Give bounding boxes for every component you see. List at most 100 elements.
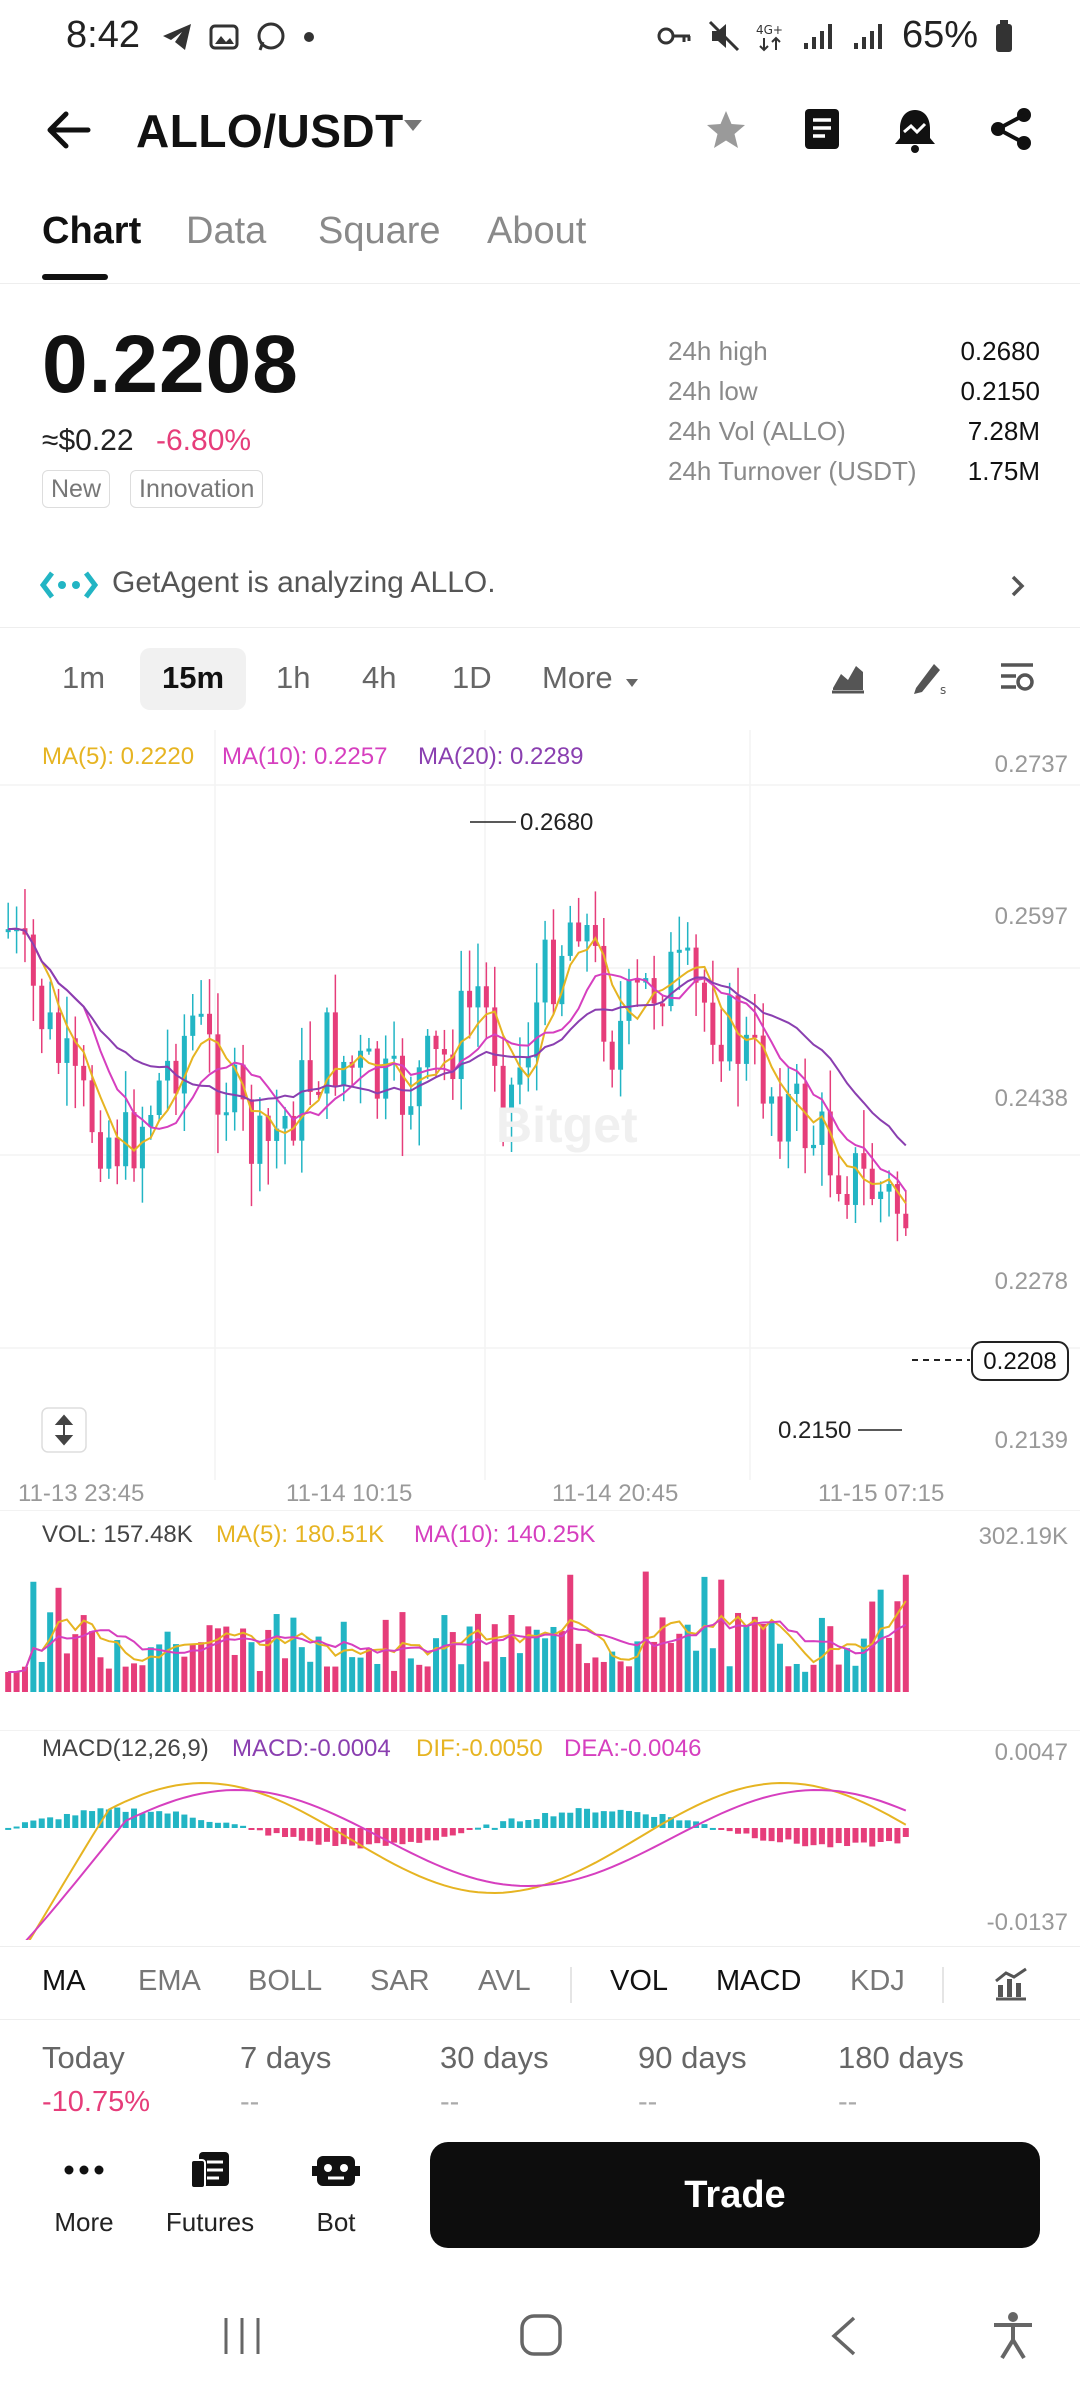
recent-apps-icon[interactable] <box>220 2314 264 2358</box>
volume-bar <box>248 1642 255 1692</box>
futures-icon <box>190 2152 229 2189</box>
star-icon[interactable] <box>704 108 748 152</box>
perf-label: 30 days <box>440 2040 549 2075</box>
accessibility-icon[interactable] <box>990 2310 1036 2360</box>
chart-settings-icon[interactable] <box>998 660 1036 694</box>
share-icon[interactable] <box>988 106 1034 152</box>
chart-type-icon[interactable] <box>830 660 866 694</box>
volume-bar <box>877 1589 884 1692</box>
volume-bar <box>365 1648 372 1692</box>
timeframe-1h[interactable]: 1h <box>276 660 311 695</box>
usd-equivalent: ≈$0.22 <box>42 424 134 457</box>
tag-innovation: Innovation <box>130 470 264 508</box>
candle <box>475 943 481 1047</box>
candle <box>332 974 338 1096</box>
candle <box>391 1021 397 1081</box>
futures-button[interactable]: Futures <box>150 2148 270 2238</box>
indicator-ema[interactable]: EMA <box>138 1965 201 1997</box>
macd-top-label: 0.0047 <box>995 1739 1068 1766</box>
vertical-arrows-icon <box>54 1414 74 1446</box>
volume-bar <box>256 1670 263 1692</box>
ma20-legend: MA(20): 0.2289 <box>418 743 583 770</box>
volume-bar <box>525 1626 532 1692</box>
macd-bar <box>298 1828 305 1841</box>
tab-square[interactable]: Square <box>318 210 441 252</box>
timeframe-more[interactable]: More <box>520 648 661 710</box>
more-button[interactable]: More <box>24 2148 144 2238</box>
bot-button[interactable]: Bot <box>276 2148 396 2238</box>
draw-tool-icon[interactable]: s <box>912 658 952 696</box>
timeframe-4h[interactable]: 4h <box>362 660 397 695</box>
candle <box>718 1008 724 1082</box>
macd-bar <box>55 1819 62 1828</box>
volume-chart[interactable]: VOL: 157.48K MA(5): 180.51K MA(10): 140.… <box>0 1509 1080 1720</box>
volume-bar <box>89 1631 96 1692</box>
volume-bar <box>827 1626 834 1692</box>
macd-bar <box>768 1828 775 1842</box>
tab-data[interactable]: Data <box>186 210 267 252</box>
indicator-settings-icon[interactable] <box>992 1965 1030 2003</box>
macd-bar <box>810 1828 817 1846</box>
notes-icon[interactable] <box>800 106 844 152</box>
more-dots-icon <box>64 2165 104 2175</box>
chevron-down-icon[interactable] <box>402 118 424 134</box>
indicator-ma[interactable]: MA <box>42 1965 86 1997</box>
indicator-vol[interactable]: VOL <box>610 1965 669 1997</box>
volume-bar <box>172 1644 179 1692</box>
macd-bar <box>567 1812 574 1828</box>
macd-bar <box>156 1811 163 1828</box>
macd-bar <box>550 1816 557 1828</box>
perf-label: 180 days <box>838 2040 964 2075</box>
candlestick-chart[interactable]: Bitget MA(5): 0.2220 MA(10): 0.2257 MA(2… <box>0 730 1080 1480</box>
back-arrow-icon[interactable] <box>44 108 92 152</box>
volume-bar <box>139 1665 146 1692</box>
ma10-line <box>8 927 907 1192</box>
perf-value: -- <box>240 2086 260 2118</box>
indicator-sar[interactable]: SAR <box>370 1965 430 1997</box>
timeframe-1d[interactable]: 1D <box>452 660 492 695</box>
macd-bar <box>760 1828 767 1841</box>
price-change-percent: -6.80% <box>156 424 252 457</box>
volume-bar <box>844 1648 851 1692</box>
candle <box>483 962 489 1040</box>
volume-bar <box>542 1638 549 1692</box>
macd-bar <box>248 1828 255 1830</box>
macd-bar <box>701 1824 708 1828</box>
timeframe-1m[interactable]: 1m <box>62 660 106 695</box>
home-icon[interactable] <box>518 2312 564 2358</box>
timeframe-15m[interactable]: 15m <box>140 648 247 710</box>
volume-bar <box>584 1663 591 1692</box>
indicator-boll[interactable]: BOLL <box>248 1965 323 1997</box>
macd-bar <box>441 1828 448 1837</box>
getagent-banner[interactable] <box>0 548 1080 628</box>
signal-4g-icon: 4G+ <box>756 23 783 51</box>
candle <box>148 1105 154 1140</box>
indicator-avl[interactable]: AVL <box>478 1965 531 1997</box>
chevron-right-icon[interactable] <box>1010 574 1026 598</box>
back-nav-icon[interactable] <box>826 2314 862 2358</box>
macd-bar <box>391 1828 398 1843</box>
tab-about[interactable]: About <box>487 210 587 252</box>
candle <box>156 1072 162 1121</box>
candle <box>81 1045 87 1107</box>
tab-chart[interactable]: Chart <box>42 210 142 252</box>
price-alert-icon[interactable] <box>892 106 938 154</box>
macd-bar <box>609 1811 616 1828</box>
indicator-kdj[interactable]: KDJ <box>850 1965 905 1997</box>
getagent-text: GetAgent is analyzing ALLO. <box>112 566 496 599</box>
candle <box>559 945 565 1017</box>
macd-bar <box>558 1812 565 1828</box>
pair-title[interactable]: ALLO/USDT <box>136 105 404 157</box>
candle <box>492 966 498 1092</box>
macd-bar <box>189 1817 196 1828</box>
candle <box>232 1047 238 1131</box>
trade-button[interactable]: Trade <box>430 2142 1040 2248</box>
volume-bar <box>902 1574 909 1692</box>
macd-chart[interactable]: MACD(12,26,9) MACD:-0.0004 DIF:-0.0050 D… <box>0 1729 1080 1976</box>
macd-bar <box>886 1828 893 1842</box>
svg-text:s: s <box>940 683 946 696</box>
volume-bar <box>642 1571 649 1692</box>
indicator-macd[interactable]: MACD <box>716 1965 802 1997</box>
volume-bar <box>63 1653 70 1692</box>
macd-bar <box>349 1828 356 1846</box>
